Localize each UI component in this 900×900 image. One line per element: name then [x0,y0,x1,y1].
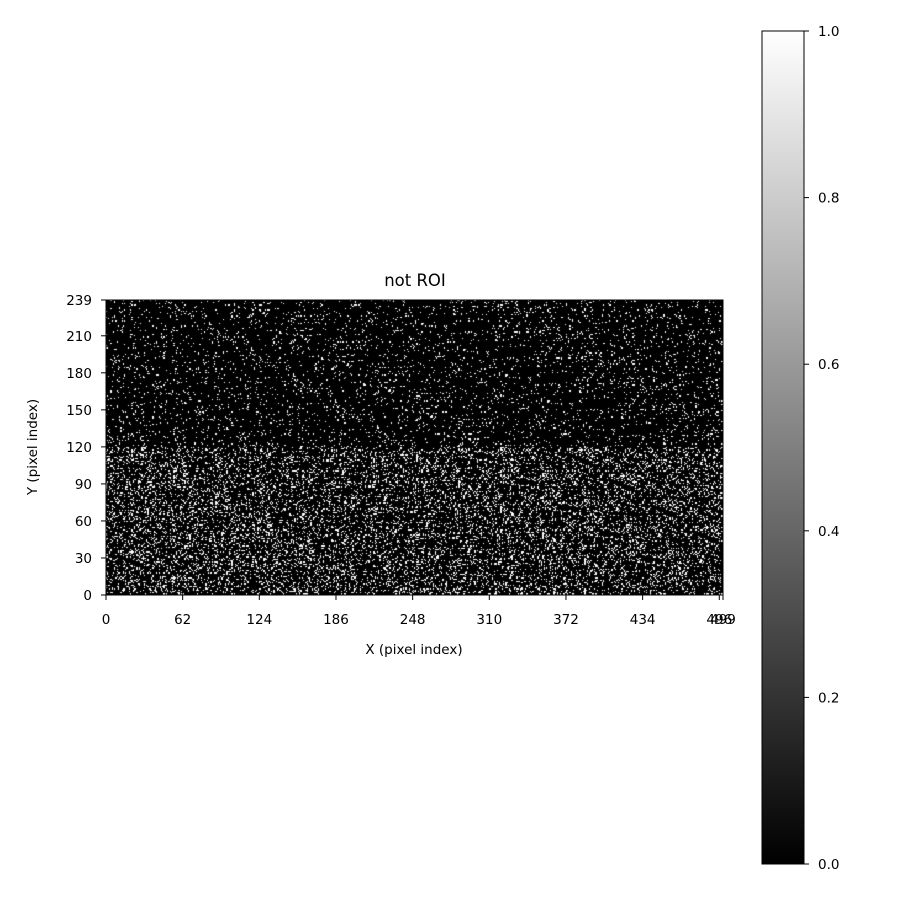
y-tick-label: 239 [66,293,92,309]
y-tick-label: 210 [66,329,92,345]
y-tick-label: 0 [83,588,92,604]
chart-title: not ROI [384,271,446,290]
y-tick-label: 90 [75,477,92,493]
y-tick-label: 30 [75,551,92,567]
y-axis-label: Y (pixel index) [25,399,41,496]
colorbar-gradient [762,31,804,864]
x-tick-label: 248 [400,612,426,628]
colorbar-tick-label: 0.0 [818,857,839,873]
plot-frame [105,299,724,596]
y-tick-label: 180 [66,366,92,382]
colorbar-tick-label: 0.2 [818,690,839,706]
colorbar: 0.0 0.2 0.4 0.6 0.8 1.0 [761,24,839,873]
colorbar-ticks: 0.0 0.2 0.4 0.6 0.8 1.0 [804,24,839,873]
x-tick-label: 496 [706,612,732,628]
y-tick-label: 120 [66,440,92,456]
colorbar-tick-label: 0.6 [818,357,839,373]
x-tick-label: 499 [710,612,736,628]
colorbar-tick-label: 1.0 [818,24,839,40]
y-axis: 0 30 60 90 120 150 180 210 239 [66,293,106,604]
y-tick-label: 60 [75,514,92,530]
colorbar-tick-label: 0.4 [818,524,839,540]
noise-image [106,300,723,595]
x-tick-label: 124 [246,612,272,628]
colorbar-frame [761,30,805,865]
image-plot [105,299,724,596]
x-tick-label: 186 [323,612,349,628]
x-tick-label: 62 [174,612,191,628]
colorbar-tick-label: 0.8 [818,191,839,207]
x-axis-label: X (pixel index) [365,642,462,658]
x-tick-label: 372 [553,612,579,628]
y-tick-label: 150 [66,403,92,419]
x-tick-label: 310 [476,612,502,628]
x-tick-label: 0 [102,612,111,628]
x-tick-label: 434 [630,612,656,628]
